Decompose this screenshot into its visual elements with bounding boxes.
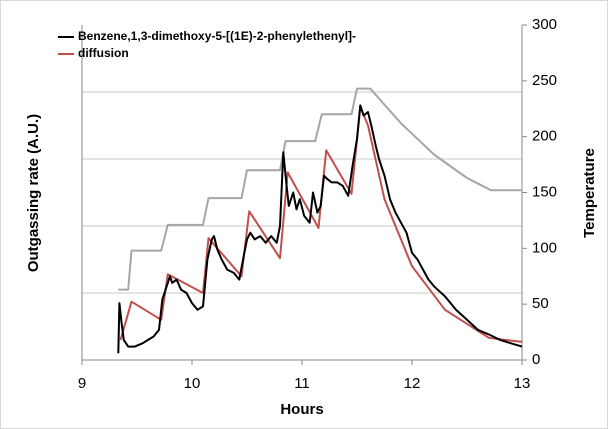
temperature-line (118, 87, 522, 291)
y2-tick-label: 100 (532, 239, 557, 256)
y2-tick-label: 200 (532, 128, 557, 145)
y-axis-title: Outgassing rate (A.U.) (25, 114, 42, 272)
y2-tick-label: 250 (532, 72, 557, 89)
legend-label: Benzene,1,3-dimethoxy-5-[(1E)-2-phenylet… (78, 29, 356, 43)
x-tick-label: 13 (514, 375, 531, 392)
x-axis-title: Hours (280, 401, 323, 418)
x-tick-label: 9 (78, 375, 86, 392)
y2-tick-label: 300 (532, 16, 557, 33)
x-tick-label: 10 (184, 375, 201, 392)
legend-label: diffusion (78, 46, 129, 60)
x-tick-label: 11 (294, 375, 310, 392)
series-line (119, 105, 523, 343)
y2-tick-label: 0 (532, 351, 540, 368)
y2-tick-label: 150 (532, 183, 557, 200)
series-line (117, 104, 523, 354)
x-tick-label: 12 (404, 375, 421, 392)
y2-axis-title: Temperature (581, 148, 598, 238)
y2-tick-label: 50 (532, 295, 549, 312)
